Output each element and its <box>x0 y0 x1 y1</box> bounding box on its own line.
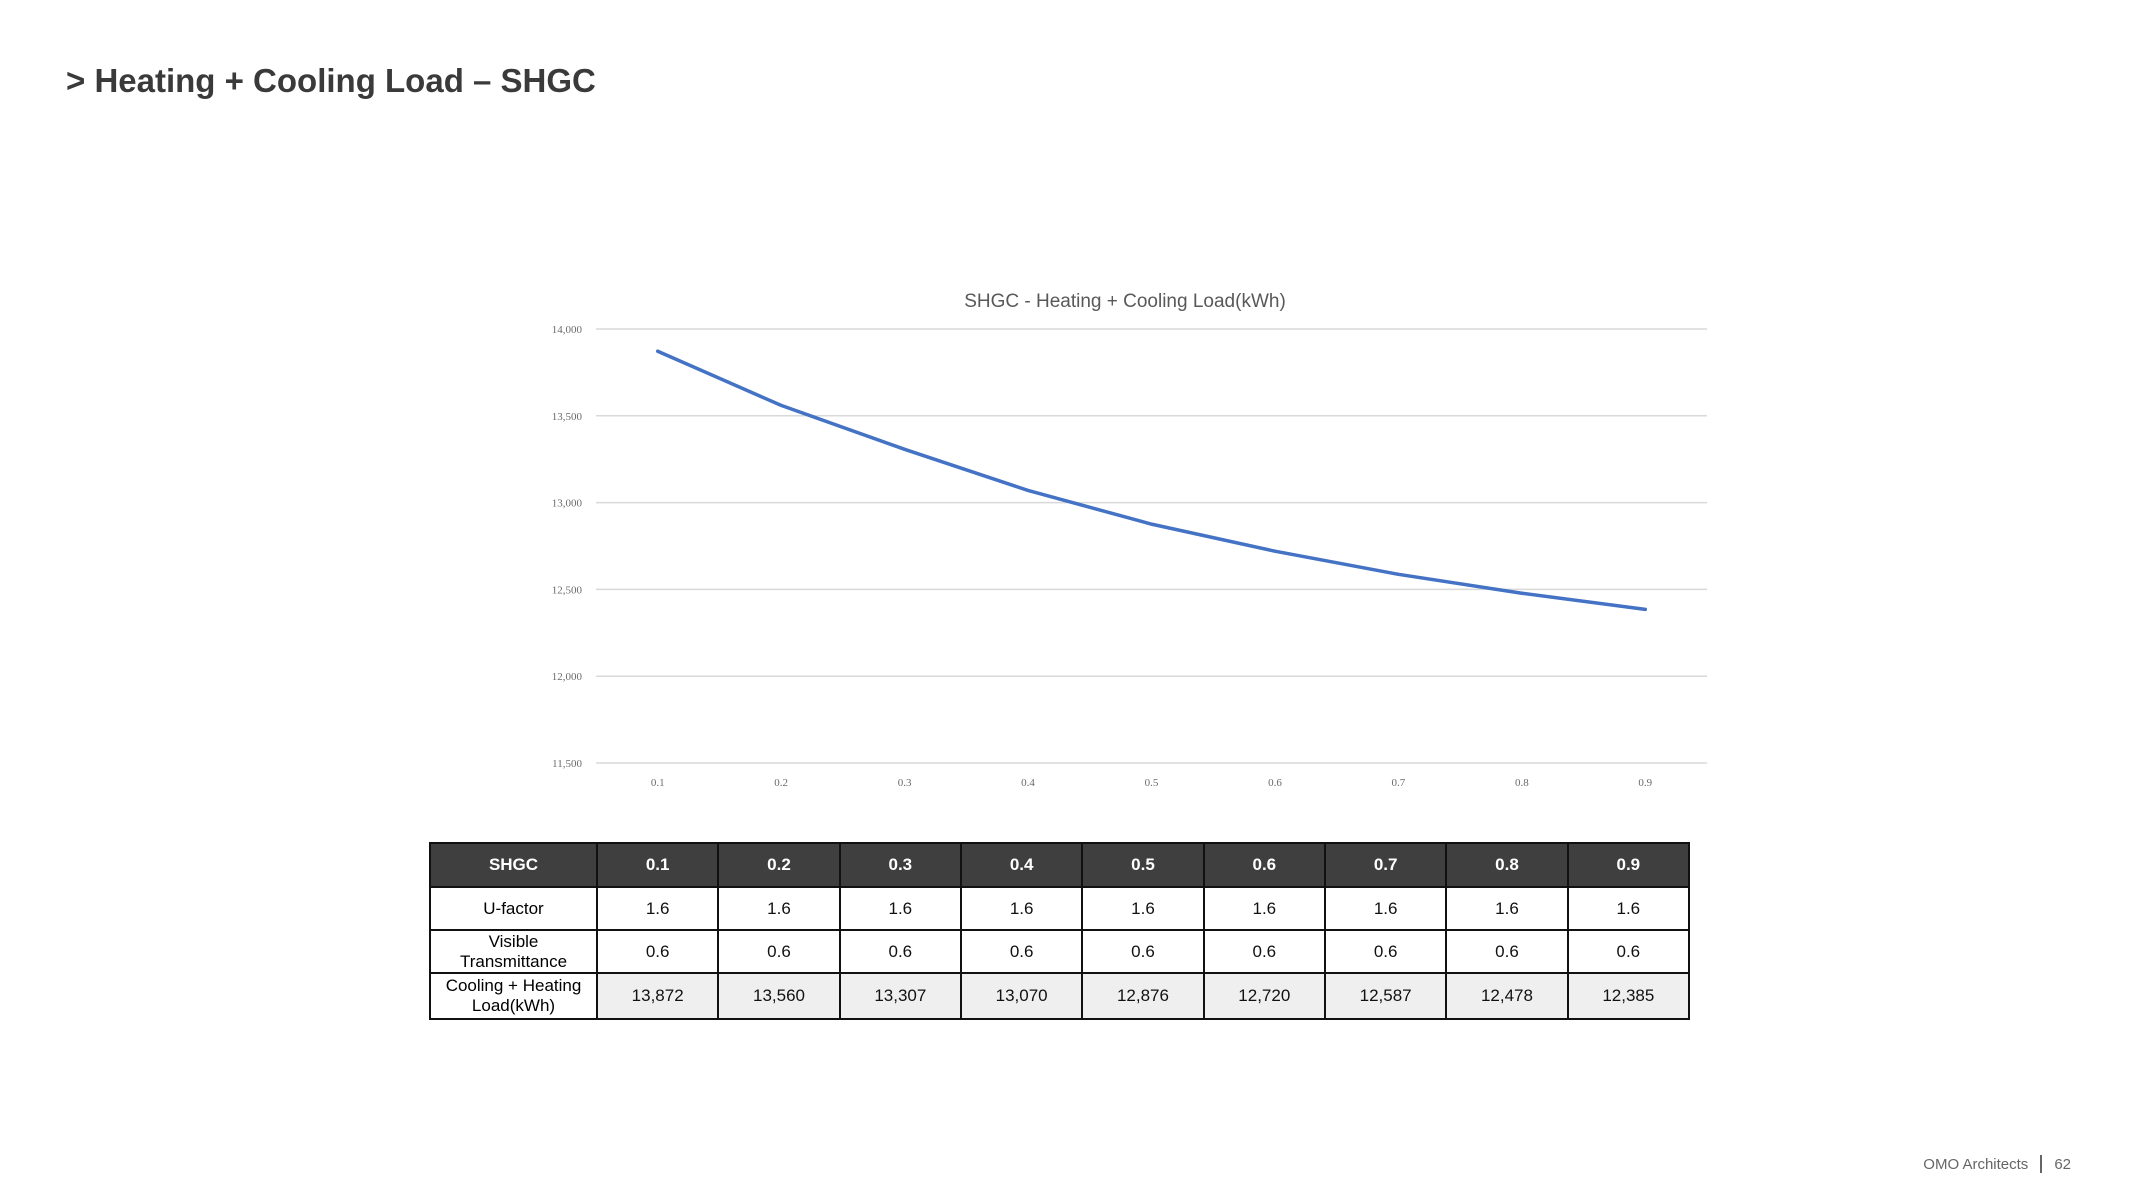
table-header-cell: 0.7 <box>1323 842 1448 888</box>
data-point <box>779 403 783 407</box>
data-point <box>1026 488 1030 492</box>
footer-brand-name: OMO Architects <box>1923 1155 2029 1173</box>
table-cell: 1.6 <box>959 886 1084 931</box>
x-tick-label: 0.4 <box>1021 777 1035 789</box>
x-axis-ticks: 0.1 0.2 0.3 0.4 0.5 0.6 0.7 0.8 0.9 <box>651 777 1653 789</box>
page-number: 62 <box>2054 1155 2071 1173</box>
gridlines <box>596 328 1707 764</box>
table-cell: 0.6 <box>838 929 962 974</box>
table-cell: 12,876 <box>1081 972 1205 1020</box>
x-tick-label: 0.3 <box>898 777 912 789</box>
table-row-u-factor: U-factor 1.6 1.6 1.6 1.6 1.6 1.6 1.6 1.6… <box>429 886 1691 931</box>
table-header-cell: 0.3 <box>838 842 962 888</box>
x-tick-label: 0.6 <box>1268 777 1282 789</box>
x-tick-label: 0.8 <box>1515 777 1529 789</box>
table-cell: 0.6 <box>1202 929 1326 974</box>
row-label: Cooling + Heating Load(kWh) <box>429 972 598 1020</box>
data-table: SHGC 0.1 0.2 0.3 0.4 0.5 0.6 0.7 0.8 0.9… <box>429 842 1691 1020</box>
table-header-cell: 0.4 <box>959 842 1084 888</box>
table-cell: 0.6 <box>1081 929 1205 974</box>
table-cell: 1.6 <box>1566 886 1691 931</box>
data-point <box>1150 522 1153 526</box>
table-header-cell: 0.9 <box>1566 842 1691 888</box>
y-axis-ticks: 11,500 12,000 12,500 13,000 13,500 14,000 <box>552 324 583 770</box>
table-cell: 1.6 <box>1081 886 1205 931</box>
data-point <box>1643 607 1647 611</box>
table-row-visible-transmittance: Visible Transmittance 0.6 0.6 0.6 0.6 0.… <box>429 929 1691 974</box>
table-cell: 13,307 <box>838 972 962 1020</box>
table-cell: 13,872 <box>595 972 720 1020</box>
table-cell: 0.6 <box>1323 929 1448 974</box>
y-tick-label: 13,500 <box>552 411 583 423</box>
chart-title: SHGC - Heating + Cooling Load(kWh) <box>964 291 1286 312</box>
table-cell: 1.6 <box>838 886 962 931</box>
y-tick-label: 12,500 <box>552 584 583 596</box>
table-cell: 1.6 <box>1202 886 1326 931</box>
x-tick-label: 0.2 <box>774 777 788 789</box>
table-cell: 13,070 <box>959 972 1084 1020</box>
row-label: Visible Transmittance <box>429 929 598 974</box>
table-cell: 0.6 <box>595 929 720 974</box>
y-tick-label: 11,500 <box>552 758 582 770</box>
table-cell: 1.6 <box>717 886 841 931</box>
table-header-cell: 0.6 <box>1202 842 1326 888</box>
data-point <box>656 349 660 353</box>
footer: OMO Architects 62 <box>1923 1155 2071 1173</box>
table-cell: 0.6 <box>959 929 1084 974</box>
table-cell: 1.6 <box>595 886 720 931</box>
table-header-cell: SHGC <box>429 842 598 888</box>
table-cell: 13,560 <box>717 972 841 1020</box>
table-cell: 12,587 <box>1323 972 1448 1020</box>
table-header-cell: 0.2 <box>717 842 841 888</box>
y-tick-label: 14,000 <box>552 324 583 336</box>
series-line <box>655 349 1648 612</box>
table-header-cell: 0.5 <box>1081 842 1205 888</box>
x-tick-label: 0.1 <box>651 777 665 789</box>
table-cell: 0.6 <box>1566 929 1691 974</box>
table-row-load: Cooling + Heating Load(kWh) 13,872 13,56… <box>429 972 1691 1020</box>
table-header-row: SHGC 0.1 0.2 0.3 0.4 0.5 0.6 0.7 0.8 0.9 <box>429 842 1691 888</box>
x-tick-label: 0.7 <box>1392 777 1406 789</box>
line-chart: SHGC - Heating + Cooling Load(kWh) 11,50… <box>552 291 1707 789</box>
table-cell: 12,478 <box>1445 972 1569 1020</box>
footer-divider <box>2040 1155 2043 1173</box>
data-point <box>1273 549 1277 553</box>
series-layer <box>655 349 1648 612</box>
y-tick-label: 12,000 <box>552 671 583 683</box>
row-label: U-factor <box>429 886 598 931</box>
x-tick-label: 0.9 <box>1638 777 1652 789</box>
slide-title: > Heating + Cooling Load – SHGC <box>66 62 596 99</box>
data-point <box>1520 591 1524 595</box>
table-cell: 0.6 <box>717 929 841 974</box>
x-tick-label: 0.5 <box>1145 777 1159 789</box>
table-cell: 12,720 <box>1202 972 1326 1020</box>
table-cell: 1.6 <box>1445 886 1569 931</box>
table-cell: 1.6 <box>1323 886 1448 931</box>
table-cell: 0.6 <box>1445 929 1569 974</box>
table-cell: 12,385 <box>1566 972 1691 1020</box>
table-header-cell: 0.8 <box>1445 842 1569 888</box>
y-tick-label: 13,000 <box>552 498 583 510</box>
data-point <box>903 447 907 451</box>
table-header-cell: 0.1 <box>595 842 720 888</box>
data-point <box>1396 572 1400 576</box>
